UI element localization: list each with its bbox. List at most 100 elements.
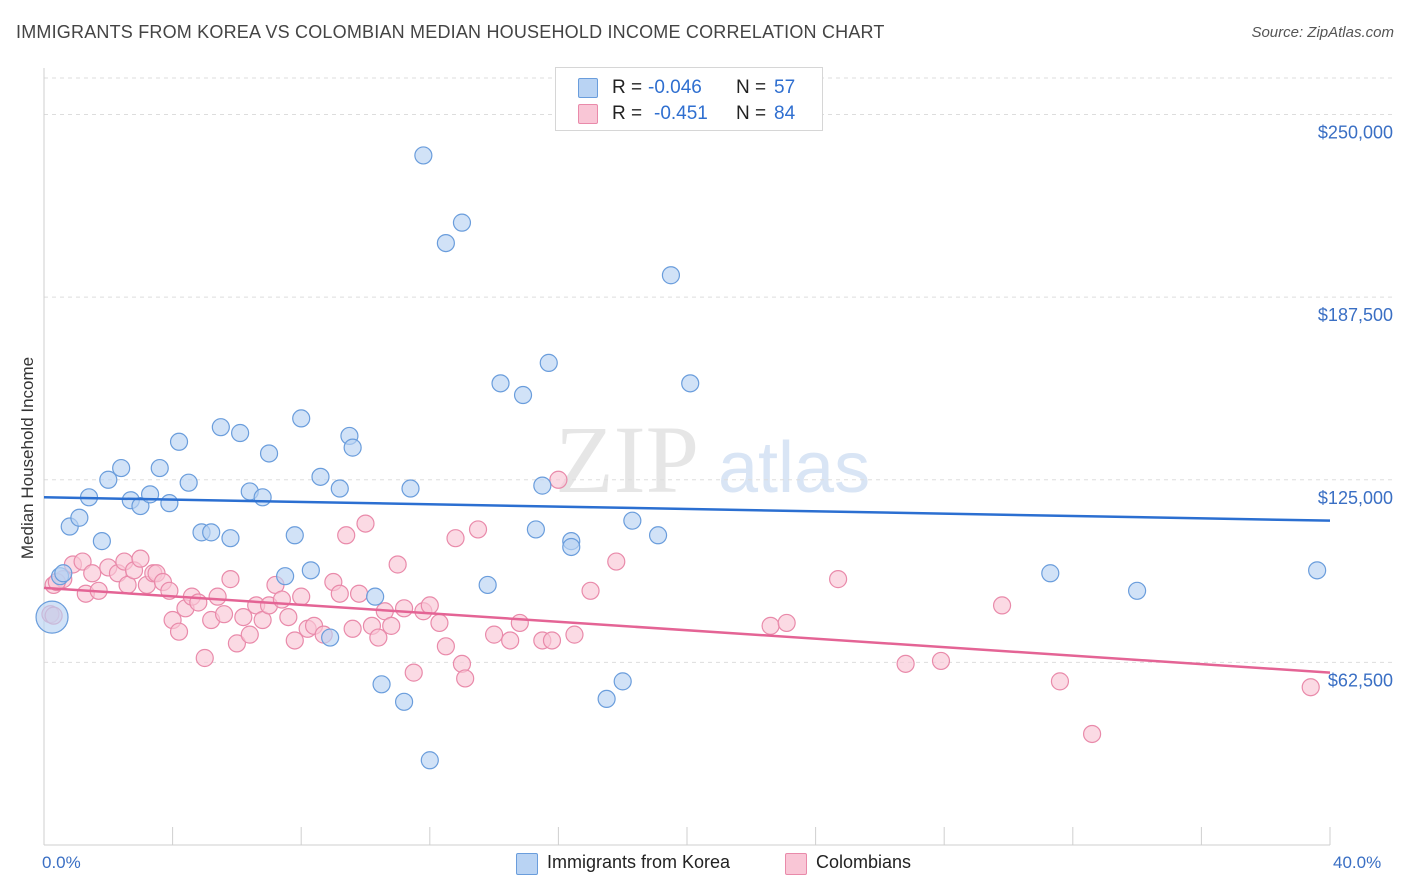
colombia-point xyxy=(1082,724,1102,744)
gridlines xyxy=(44,77,1395,663)
bottom-legend-label-korea: Immigrants from Korea xyxy=(547,852,731,872)
korea-point xyxy=(160,494,179,513)
korea-point xyxy=(131,496,150,516)
korea-point xyxy=(1308,561,1327,580)
y-tick-label: $250,000 xyxy=(1318,123,1393,143)
colombia-point xyxy=(542,631,562,650)
korea-point xyxy=(231,423,250,443)
colombia-point xyxy=(394,599,414,618)
colombia-point xyxy=(279,607,298,627)
legend-n-label-colombia: N = xyxy=(736,103,767,124)
korea-point xyxy=(221,529,240,548)
colombia-point xyxy=(446,529,465,548)
colombia-point xyxy=(456,669,475,688)
legend-r-label-korea: R = xyxy=(612,77,643,98)
watermark: ZIP atlas xyxy=(555,406,870,513)
korea-point xyxy=(597,689,616,709)
y-tick-label: $62,500 xyxy=(1328,670,1393,690)
legend-n-value-korea: 57 xyxy=(774,77,796,98)
colombia-point xyxy=(607,552,626,571)
colombia-point xyxy=(1301,678,1320,697)
colombia-trend-line xyxy=(43,586,1331,674)
colombia-point xyxy=(240,625,259,644)
legend-r-value-korea: -0.046 xyxy=(648,77,702,98)
colombia-point xyxy=(169,622,189,641)
korea-point xyxy=(1041,564,1060,583)
colombia-point xyxy=(208,587,227,606)
x-tick-max: 40.0% xyxy=(1333,853,1382,872)
colombia-point xyxy=(214,605,234,624)
korea-point xyxy=(321,628,340,647)
korea-point xyxy=(648,526,668,545)
korea-point xyxy=(54,564,73,583)
colombia-point xyxy=(356,514,375,533)
korea-point xyxy=(420,751,439,770)
colombia-point xyxy=(761,616,780,635)
korea-point xyxy=(202,523,221,542)
y-tick-label: $125,000 xyxy=(1318,488,1393,508)
colombia-point xyxy=(436,637,455,656)
legend-n-label-korea: N = xyxy=(736,77,767,98)
korea-point xyxy=(311,467,330,486)
colombia-point xyxy=(777,613,796,633)
bottom-swatch-korea xyxy=(516,853,538,875)
korea-point xyxy=(513,385,533,405)
colombia-point xyxy=(227,634,246,653)
y-tick-label: $187,500 xyxy=(1318,305,1393,325)
colombia-point xyxy=(501,631,520,650)
colombia-point xyxy=(485,625,504,644)
colombia-point xyxy=(349,584,369,603)
stats-legend: R = -0.046 N = 57 R = -0.451 N = 84 xyxy=(555,67,823,131)
korea-point xyxy=(1127,581,1147,600)
chart-title: IMMIGRANTS FROM KOREA VS COLOMBIAN MEDIA… xyxy=(16,22,885,42)
korea-point xyxy=(301,561,320,580)
colombia-point xyxy=(1050,672,1070,691)
colombia-point xyxy=(420,596,439,615)
legend-r-label-colombia: R = xyxy=(612,103,643,124)
watermark-atlas: atlas xyxy=(718,428,870,508)
korea-point xyxy=(394,692,414,711)
korea-point xyxy=(366,587,385,606)
trend-lines xyxy=(43,496,1331,674)
colombia-point xyxy=(234,607,253,627)
colombia-point xyxy=(285,631,304,650)
colombia-point xyxy=(896,654,915,673)
korea-point xyxy=(401,479,420,498)
korea-point xyxy=(414,146,433,165)
colombia-point xyxy=(931,651,951,671)
korea-point xyxy=(99,470,118,489)
colombia-point xyxy=(292,587,311,606)
korea-point xyxy=(276,567,295,586)
colombia-point xyxy=(382,616,401,635)
colombia-point xyxy=(388,555,407,574)
korea-point xyxy=(661,266,681,285)
korea-point xyxy=(169,432,189,451)
korea-point xyxy=(562,537,581,557)
korea-point xyxy=(253,488,272,507)
colombia-point xyxy=(404,663,423,682)
colombia-point xyxy=(829,570,848,589)
colombia-point xyxy=(343,619,362,638)
korea-point xyxy=(681,374,700,393)
korea-point xyxy=(330,479,349,498)
colombia-point xyxy=(992,596,1012,615)
colombia-point xyxy=(549,470,568,489)
colombia-point xyxy=(581,581,600,600)
korea-point xyxy=(478,575,497,595)
x-tick-min: 0.0% xyxy=(42,853,81,872)
source-label: Source: ZipAtlas.com xyxy=(1251,24,1394,41)
y-tick-labels: $62,500 $125,000 $187,500 $250,000 xyxy=(1318,123,1393,691)
korea-point xyxy=(452,213,472,232)
axes xyxy=(43,68,1331,846)
legend-r-value-colombia: -0.451 xyxy=(654,103,708,124)
korea-point xyxy=(211,418,230,437)
colombia-point xyxy=(468,520,488,539)
korea-point xyxy=(179,473,198,492)
korea-point xyxy=(539,353,558,372)
colombia-point xyxy=(337,526,356,545)
bottom-legend-label-colombia: Colombians xyxy=(816,852,912,872)
colombia-point xyxy=(83,564,102,583)
korea-point xyxy=(526,520,545,539)
legend-n-value-colombia: 84 xyxy=(774,103,796,124)
korea-point xyxy=(372,675,391,694)
